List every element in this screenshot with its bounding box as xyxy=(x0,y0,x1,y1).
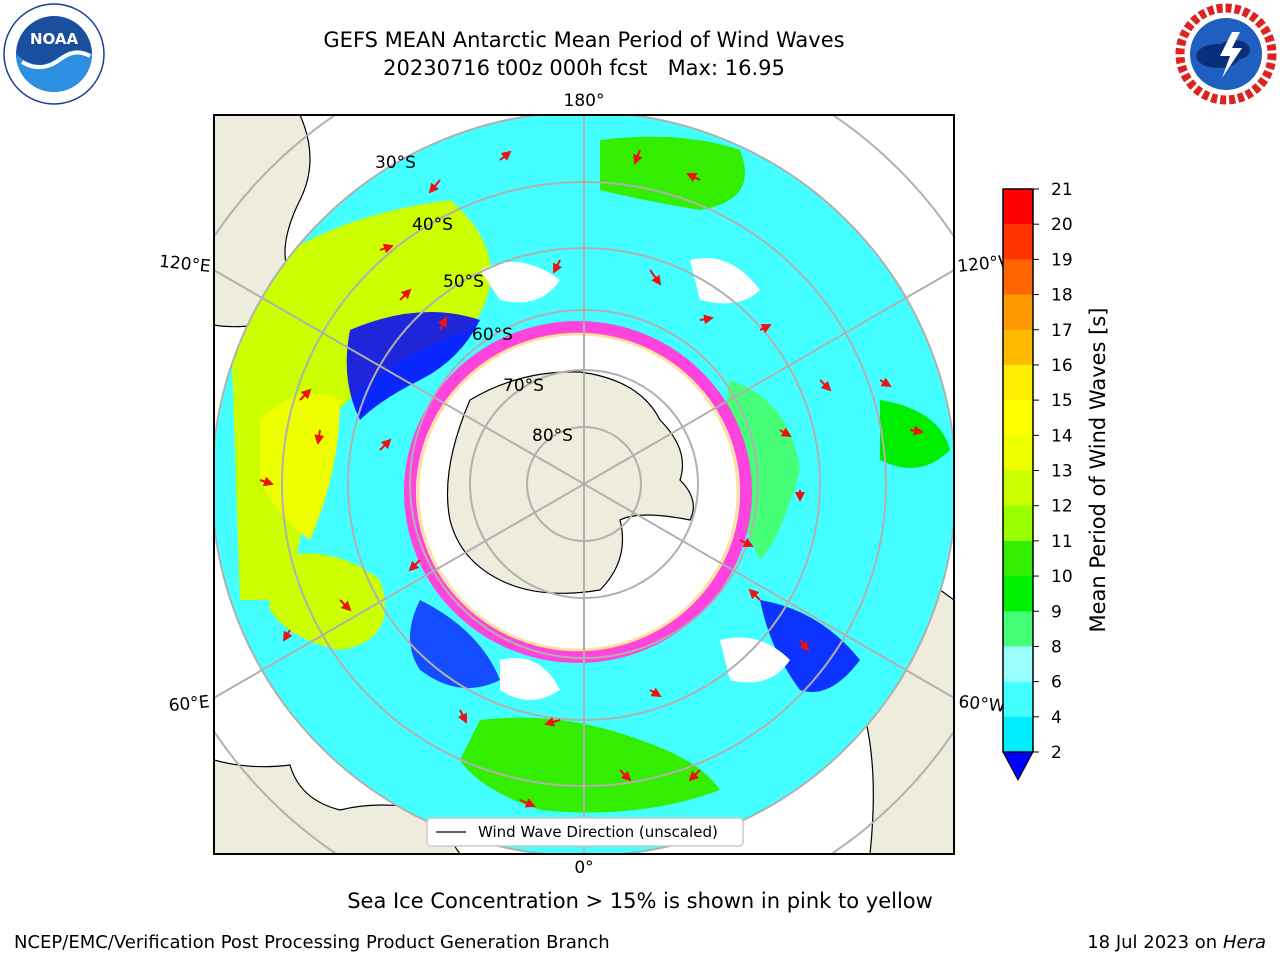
colorbar-segment xyxy=(1003,681,1033,718)
colorbar-tick-label: 11 xyxy=(1051,532,1073,552)
colorbar-tick-label: 2 xyxy=(1051,743,1062,763)
colorbar-segment xyxy=(1003,505,1033,542)
colorbar-segment xyxy=(1003,576,1033,612)
wind-wave-arrows xyxy=(259,149,924,808)
colorbar-segment xyxy=(1003,294,1033,331)
lon-label-60w: 60°W xyxy=(957,692,1006,717)
footer-machine: Hera xyxy=(1222,932,1266,953)
lon-label-60e: 60°E xyxy=(168,692,211,716)
colorbar-segment xyxy=(1003,400,1033,436)
colorbar-tick-label: 21 xyxy=(1051,180,1073,200)
lat-label-50s: 50°S xyxy=(443,272,484,292)
chart-subtitle-forecast: 20230716 t00z 000h fcst Max: 16.95 xyxy=(383,56,785,80)
colorbar-segment xyxy=(1003,329,1033,366)
chart-title: GEFS MEAN Antarctic Mean Period of Wind … xyxy=(323,28,845,52)
colorbar-extend-arrow xyxy=(1002,751,1034,782)
nws-logo xyxy=(1175,3,1277,105)
colorbar-segment xyxy=(1003,540,1033,577)
footer-credit: NCEP/EMC/Verification Post Processing Pr… xyxy=(14,932,610,953)
sea-ice-note: Sea Ice Concentration > 15% is shown in … xyxy=(347,889,933,913)
footer-date: 18 Jul 2023 on Hera xyxy=(1087,932,1266,953)
colorbar-segment xyxy=(1003,646,1033,683)
wave-field-south-indian xyxy=(265,553,385,650)
lat-label-70s: 70°S xyxy=(503,376,544,396)
wave-field-south-atlantic xyxy=(460,717,720,813)
map-frame xyxy=(213,114,955,855)
noaa-logo-text: NOAA xyxy=(30,30,79,48)
colorbar-tick-label: 13 xyxy=(1051,462,1073,482)
colorbar-tick-label: 18 xyxy=(1051,286,1073,306)
colorbar-segment xyxy=(1003,470,1033,507)
colorbar-tick-label: 19 xyxy=(1051,250,1073,270)
lon-label-0: 0° xyxy=(574,858,593,878)
colorbar-ticks: 21 20 19 18 17 16 15 14 13 12 11 10 9 8 6 4 2 xyxy=(1033,180,1073,763)
lon-label-180: 180° xyxy=(564,91,605,111)
lon-label-120e: 120°E xyxy=(158,252,212,277)
arrow-legend: Wind Wave Direction (unscaled) xyxy=(426,817,744,847)
colorbar-tick-label: 17 xyxy=(1051,321,1073,341)
colorbar-tick-label: 12 xyxy=(1051,497,1073,517)
colorbar-segment xyxy=(1003,435,1033,471)
colorbar-tick-label: 8 xyxy=(1051,637,1062,657)
colorbar-segment xyxy=(1003,259,1033,296)
graticule xyxy=(214,115,954,854)
noaa-logo: NOAA xyxy=(3,3,105,105)
colorbar-tick-label: 16 xyxy=(1051,356,1073,376)
colorbar-segment xyxy=(1003,364,1033,401)
legend-label: Wind Wave Direction (unscaled) xyxy=(478,823,718,841)
colorbar-tick-label: 20 xyxy=(1051,215,1073,235)
lat-label-40s: 40°S xyxy=(412,215,453,235)
colorbar-tick-label: 4 xyxy=(1051,708,1062,728)
colorbar-segment xyxy=(1003,716,1033,753)
colorbar-tick-label: 6 xyxy=(1051,673,1062,693)
colorbar-tick-label: 10 xyxy=(1051,567,1073,587)
colorbar-tick-label: 14 xyxy=(1051,426,1073,446)
footer-date-text: 18 Jul 2023 on xyxy=(1087,932,1223,953)
lat-label-60s: 60°S xyxy=(472,325,513,345)
colorbar-segment xyxy=(1003,224,1033,260)
lat-labels: 30°S 40°S 50°S 60°S 70°S 80°S xyxy=(375,153,573,446)
colorbar-tick-label: 9 xyxy=(1051,602,1062,622)
colorbar-tick-label: 15 xyxy=(1051,391,1073,411)
colorbar-segment xyxy=(1003,611,1033,647)
lat-label-80s: 80°S xyxy=(532,426,573,446)
colorbar-segment xyxy=(1003,189,1033,225)
lat-label-30s: 30°S xyxy=(375,153,416,173)
colorbar xyxy=(1002,188,1034,782)
